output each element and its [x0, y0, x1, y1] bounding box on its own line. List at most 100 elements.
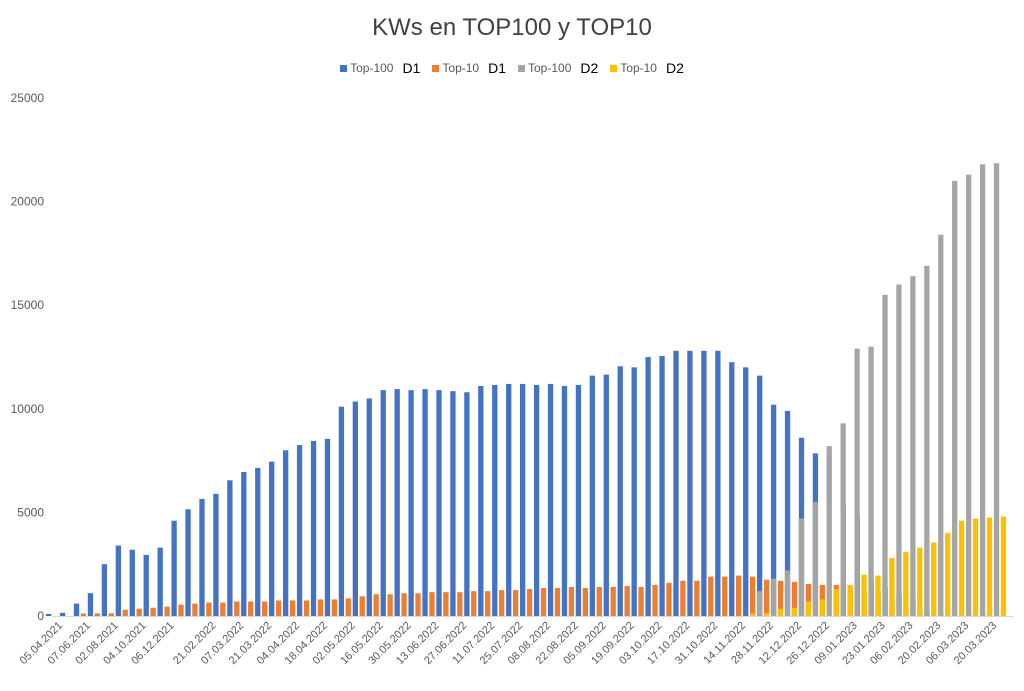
bar-series-0-15.08.2022 — [547, 383, 554, 616]
y-tick-label: 0 — [37, 609, 44, 623]
bar-series-0-02.08.2021 — [101, 564, 108, 616]
bar-series-0-23.05.2022 — [380, 390, 386, 616]
bars — [45, 163, 1007, 617]
bar-series-1-28.03.2022 — [275, 600, 282, 616]
bar-series-0-20.06.2022 — [436, 390, 442, 616]
bar-series-0-28.11.2022 — [757, 375, 763, 616]
legend-label: Top-100 — [350, 61, 394, 75]
bar-series-3-28.11.2022 — [777, 608, 784, 616]
y-tick-label: 15000 — [11, 298, 45, 312]
y-tick-label: 10000 — [11, 402, 45, 416]
bar-series-0-06.06.2022 — [408, 390, 414, 616]
bar-series-1-18.04.2022 — [317, 599, 324, 616]
bar-series-1-31.10.2022 — [708, 576, 714, 616]
legend-item-top100-d2[interactable]: Top-100 D2 — [518, 60, 598, 76]
bar-series-0-05.04.2021 — [45, 613, 52, 616]
bar-series-0-26.09.2022 — [631, 367, 637, 616]
bar-series-0-30.05.2022 — [394, 389, 400, 616]
bar-series-1-08.08.2022 — [540, 588, 547, 616]
legend-suffix: D1 — [488, 60, 506, 76]
bar-series-1-21.02.2022 — [206, 602, 212, 616]
bar-series-0-07.06.2021 — [73, 603, 80, 616]
bar-series-1-08.11.2021 — [150, 607, 156, 616]
bar-series-2-06.02.2023 — [910, 276, 916, 616]
bar-series-2-16.01.2023 — [868, 346, 874, 616]
legend-item-top100-d1[interactable]: Top-100 D1 — [340, 60, 420, 76]
bar-series-2-13.02.2023 — [924, 265, 930, 616]
bar-series-1-21.11.2022 — [749, 576, 756, 616]
legend: Top-100 D1 Top-10 D1 Top-100 D2 Top-10 D… — [0, 60, 1024, 76]
bar-series-3-13.03.2023 — [986, 517, 993, 616]
bar-series-0-14.11.2022 — [729, 362, 735, 616]
bar-series-1-14.11.2022 — [736, 575, 742, 616]
bar-series-0-06.12.2021 — [157, 547, 163, 616]
bar-series-0-04.10.2021 — [129, 549, 135, 616]
bar-series-2-23.01.2023 — [882, 294, 888, 616]
bar-series-1-29.08.2022 — [582, 588, 588, 616]
bar-series-0-29.08.2022 — [575, 384, 582, 616]
bar-series-0-07.11.2022 — [715, 350, 721, 616]
bar-series-3-13.02.2023 — [931, 542, 937, 616]
bar-series-0-10.10.2022 — [659, 355, 665, 616]
bar-series-0-09.05.2022 — [352, 401, 358, 616]
bar-series-2-28.11.2022 — [770, 578, 777, 616]
bar-series-1-04.07.2022 — [471, 591, 477, 616]
bar-series-3-12.12.2022 — [805, 601, 811, 616]
bar-series-1-05.09.2022 — [596, 586, 602, 616]
bar-series-0-05.09.2022 — [589, 375, 596, 616]
bar-series-1-16.05.2022 — [373, 594, 379, 616]
bar-series-1-24.01.2022 — [192, 603, 198, 616]
bar-series-0-21.03.2022 — [255, 467, 261, 616]
bar-series-0-11.07.2022 — [478, 386, 484, 616]
bar-series-1-06.12.2021 — [164, 606, 170, 616]
bar-series-3-23.01.2023 — [889, 557, 895, 616]
bar-series-1-30.05.2022 — [401, 593, 407, 616]
bar-series-1-18.07.2022 — [499, 590, 505, 616]
bar-series-3-16.01.2023 — [875, 575, 881, 616]
bar-series-1-22.08.2022 — [568, 586, 575, 616]
bar-series-0-13.06.2022 — [422, 389, 428, 616]
bar-series-1-13.06.2022 — [429, 592, 435, 616]
bar-series-0-19.09.2022 — [617, 366, 623, 616]
bar-series-1-03.10.2022 — [652, 584, 658, 616]
legend-swatch — [432, 64, 440, 72]
bar-series-1-24.10.2022 — [694, 580, 700, 616]
bar-series-0-22.08.2022 — [561, 386, 568, 616]
legend-label: Top-100 — [528, 61, 572, 75]
bar-series-1-27.06.2022 — [457, 592, 463, 616]
bar-series-1-10.01.2022 — [178, 604, 184, 616]
bar-series-1-09.05.2022 — [359, 596, 365, 616]
bar-series-3-05.12.2022 — [791, 607, 797, 616]
bar-series-1-19.12.2022 — [805, 583, 812, 616]
bar-series-2-13.03.2023 — [979, 164, 986, 617]
bar-series-3-19.12.2022 — [819, 599, 825, 616]
bar-series-0-27.06.2022 — [450, 391, 456, 616]
bar-series-0-24.01.2022 — [185, 509, 191, 616]
bar-series-1-07.11.2022 — [722, 576, 728, 616]
legend-item-top10-d1[interactable]: Top-10 D1 — [432, 60, 506, 76]
legend-label: Top-10 — [620, 61, 657, 75]
bar-series-2-27.02.2023 — [952, 180, 958, 616]
bar-series-1-11.04.2022 — [303, 600, 310, 616]
bar-series-1-12.09.2022 — [610, 586, 616, 616]
bar-series-0-16.05.2022 — [366, 398, 372, 616]
bar-series-2-26.12.2022 — [826, 446, 832, 616]
bar-series-3-06.03.2023 — [972, 518, 979, 616]
bar-series-0-07.03.2022 — [227, 480, 233, 616]
bar-series-0-10.01.2022 — [171, 520, 177, 616]
bar-series-3-30.01.2023 — [903, 551, 909, 616]
bar-series-0-18.04.2022 — [310, 440, 317, 616]
bar-series-1-21.03.2022 — [262, 601, 268, 616]
bar-series-0-01.08.2022 — [520, 383, 526, 616]
y-tick-label: 5000 — [17, 505, 44, 519]
bar-series-1-14.03.2022 — [248, 601, 254, 616]
bar-series-0-05.12.2022 — [770, 404, 777, 616]
legend-item-top10-d2[interactable]: Top-10 D2 — [610, 60, 684, 76]
y-tick-label: 25000 — [11, 91, 45, 105]
bar-series-1-07.03.2022 — [234, 601, 240, 616]
bar-series-0-21.02.2022 — [199, 498, 205, 616]
bar-series-1-23.05.2022 — [387, 594, 393, 616]
legend-suffix: D2 — [665, 60, 684, 76]
bar-series-1-10.10.2022 — [666, 582, 672, 616]
